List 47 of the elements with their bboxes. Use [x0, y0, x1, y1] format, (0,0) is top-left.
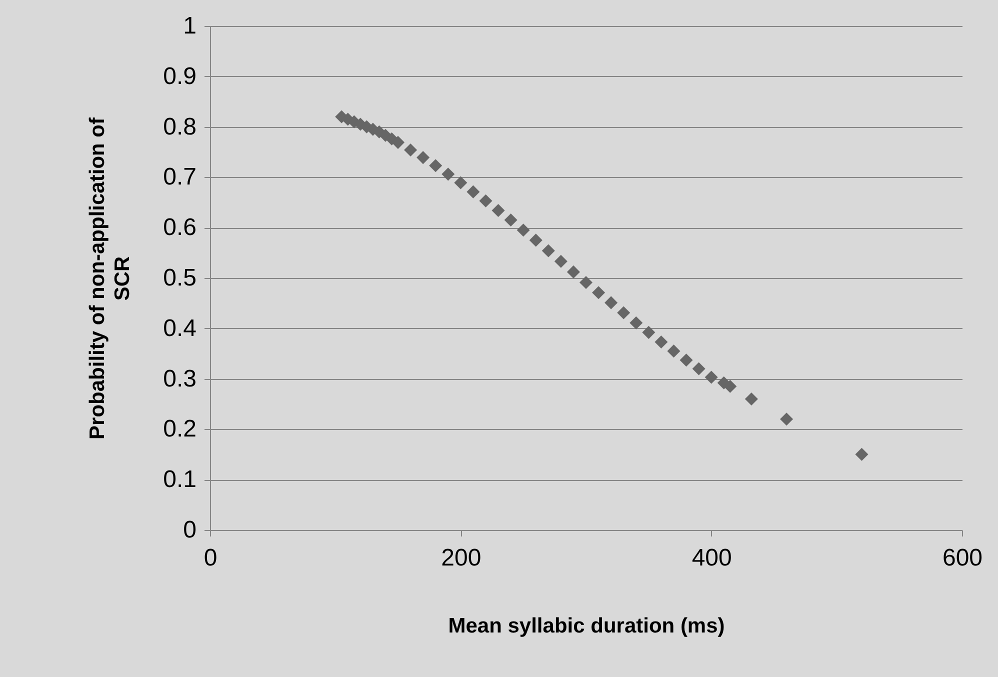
y-tick-label: 0.4: [163, 314, 196, 342]
point: [579, 276, 593, 290]
point: [617, 306, 630, 320]
point: [780, 412, 794, 426]
point: [680, 354, 693, 367]
y-tick-label: 0.1: [163, 466, 196, 494]
point: [416, 151, 430, 164]
x-axis-title: Mean syllabic duration (ms): [448, 614, 725, 638]
point: [724, 380, 737, 393]
x-tick-label: 600: [942, 544, 983, 572]
point: [529, 234, 542, 247]
y-tick-label: 0.2: [163, 416, 196, 443]
point: [692, 362, 706, 376]
point: [667, 344, 680, 358]
point: [654, 335, 668, 349]
point: [566, 265, 580, 278]
point: [429, 159, 442, 172]
point: [592, 286, 606, 300]
point: [855, 448, 868, 461]
point: [516, 224, 530, 237]
point: [604, 296, 618, 310]
point: [391, 136, 405, 149]
y-tick-label: 1: [183, 12, 196, 40]
x-tick-label: 400: [692, 544, 732, 572]
y-tick-label: 0.3: [163, 365, 196, 392]
y-tick-label: 0.7: [163, 164, 196, 191]
point: [704, 370, 718, 384]
point: [466, 185, 480, 198]
x-tick-label: 200: [441, 544, 482, 572]
point: [404, 143, 418, 157]
y-axis-title: Probability of non-application of SCR: [86, 116, 134, 440]
point: [542, 244, 555, 258]
y-tick-label: 0.9: [163, 62, 196, 90]
y-tick-label: 0: [183, 516, 196, 544]
point: [479, 194, 492, 208]
point: [554, 254, 568, 268]
x-tick-label: 0: [204, 544, 218, 572]
y-tick-label: 0.8: [163, 113, 196, 140]
point: [504, 214, 518, 227]
point: [454, 176, 468, 190]
point: [630, 316, 643, 330]
point: [744, 392, 758, 406]
point: [492, 204, 505, 217]
y-tick-label: 0.5: [163, 264, 196, 292]
y-tick-label: 0.6: [163, 214, 196, 242]
point: [642, 326, 656, 339]
point: [442, 168, 455, 181]
